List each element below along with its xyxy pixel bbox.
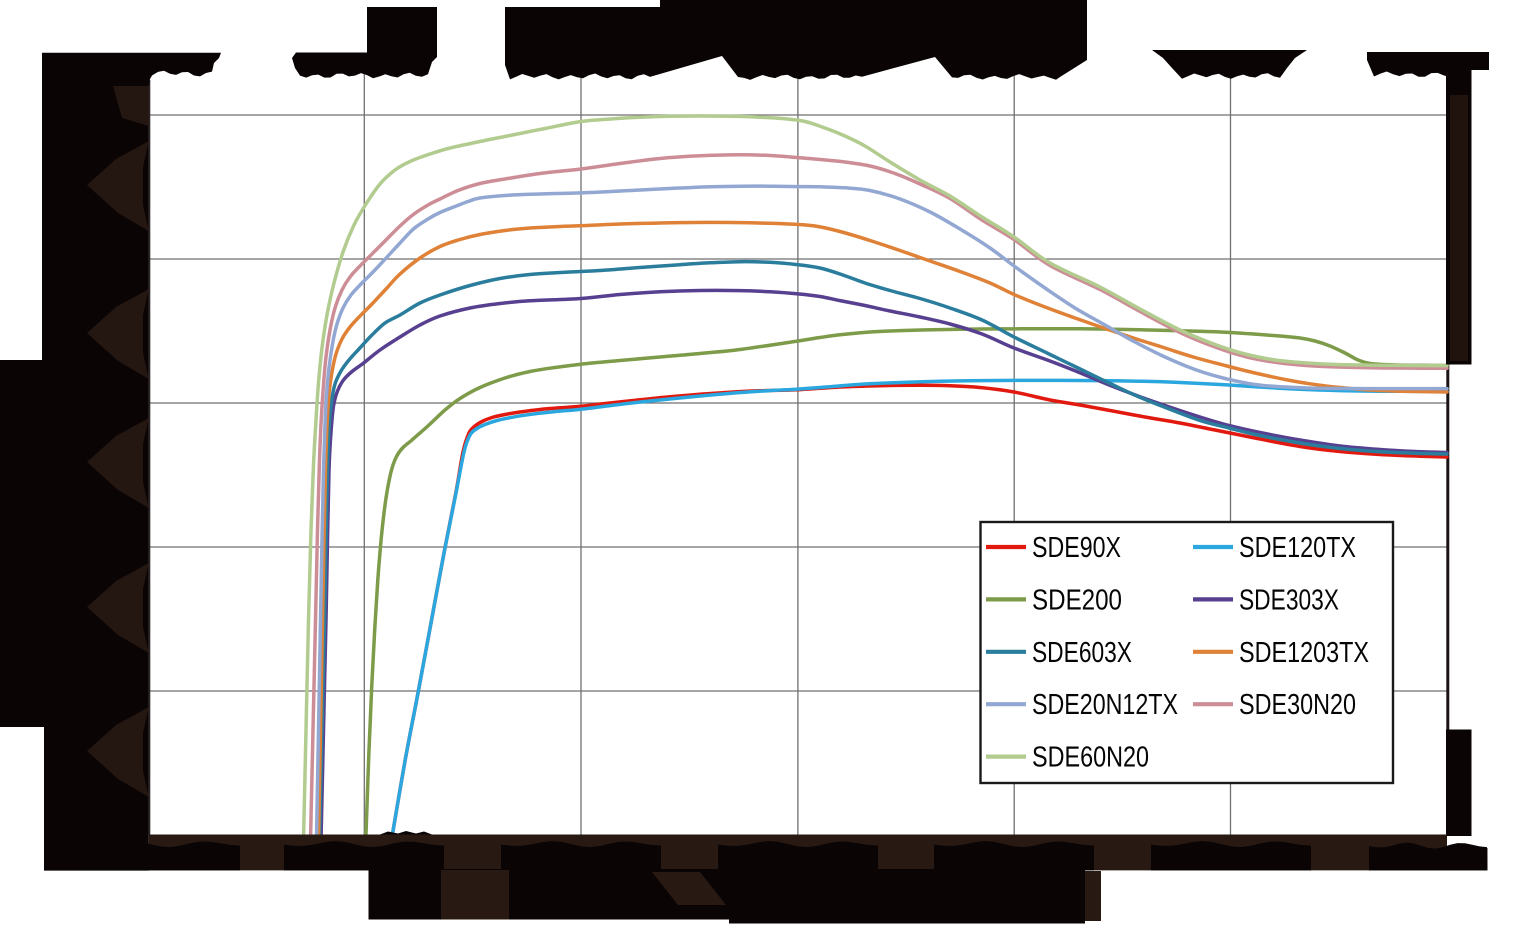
svg-text:SDE20N12TX: SDE20N12TX bbox=[1032, 689, 1178, 721]
svg-text:SDE603X: SDE603X bbox=[1032, 637, 1132, 669]
svg-text:SDE30N20: SDE30N20 bbox=[1239, 689, 1356, 721]
svg-text:SDE90X: SDE90X bbox=[1032, 532, 1121, 564]
svg-text:SDE200: SDE200 bbox=[1032, 584, 1122, 616]
svg-text:SDE120TX: SDE120TX bbox=[1239, 532, 1356, 564]
svg-text:SDE303X: SDE303X bbox=[1239, 584, 1339, 616]
svg-text:SDE60N20: SDE60N20 bbox=[1032, 742, 1149, 774]
svg-text:SDE1203TX: SDE1203TX bbox=[1239, 637, 1369, 669]
